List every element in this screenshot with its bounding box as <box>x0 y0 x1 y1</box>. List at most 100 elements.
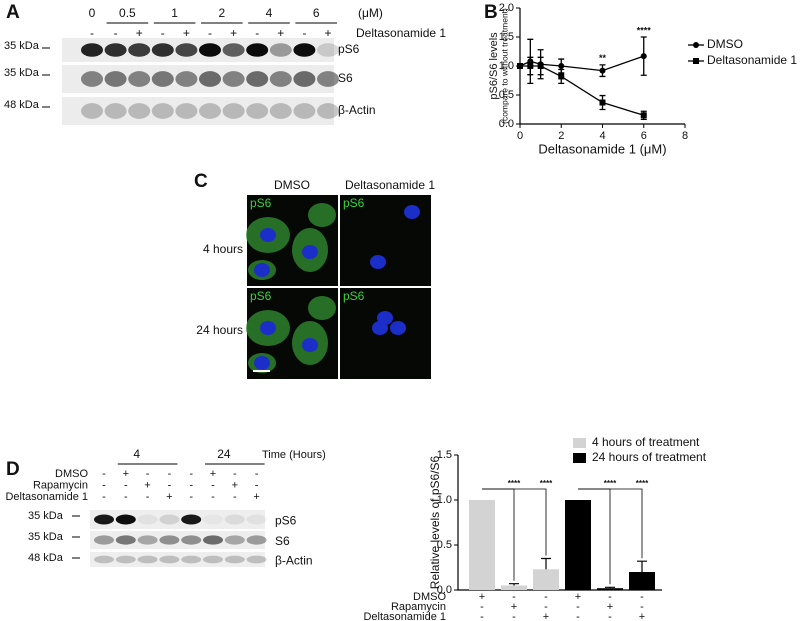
nucleus <box>260 228 276 242</box>
y-axis-label: pS6/S6 levels <box>488 32 500 100</box>
blot-band <box>293 71 316 87</box>
treatment-label: Deltasonamide 1 <box>363 611 446 621</box>
nucleus <box>370 255 386 269</box>
significance: **** <box>636 479 649 488</box>
nucleus <box>260 321 276 335</box>
sign: - <box>189 491 193 503</box>
blot-band <box>224 514 245 525</box>
treatment-label: Deltasonamide 1 <box>356 26 446 40</box>
sign: - <box>189 468 193 480</box>
blot-band <box>104 71 127 87</box>
panel-label: C <box>194 171 208 192</box>
x-axis-label: Deltasonamide 1 (μM) <box>538 141 666 156</box>
sign: + <box>183 26 190 40</box>
blot-band <box>246 43 269 57</box>
blot-row-label: pS6 <box>275 514 297 528</box>
blot-band <box>115 535 136 545</box>
sign: + <box>607 601 613 613</box>
kda-marker: 35 kDa <box>28 510 64 522</box>
legend-label: 24 hours of treatment <box>592 450 707 464</box>
kda-marker: 48 kDa <box>4 99 40 111</box>
blot-band <box>151 71 174 87</box>
blot-band <box>81 103 103 119</box>
blot-band <box>222 43 245 57</box>
x-tick-label: 6 <box>641 130 647 142</box>
x-tick-label: 2 <box>558 130 564 142</box>
blot-band <box>128 43 151 57</box>
time-axis-label: Time (Hours) <box>262 449 326 461</box>
blot-row-label: pS6 <box>338 42 360 56</box>
sign: - <box>544 601 548 613</box>
legend-swatch <box>573 453 586 463</box>
sign: + <box>230 26 237 40</box>
blot-band <box>181 555 202 564</box>
bar <box>565 500 591 590</box>
sign: - <box>608 591 612 603</box>
bar <box>469 500 495 590</box>
error-bar <box>541 557 551 570</box>
micrograph <box>340 288 431 379</box>
sign: - <box>576 611 580 621</box>
blot-band <box>137 555 158 564</box>
sign: + <box>136 26 143 40</box>
blot-band <box>115 555 136 564</box>
sign: - <box>90 26 94 40</box>
nucleus <box>302 245 318 259</box>
significance-bracket <box>578 488 643 559</box>
blot-band <box>246 535 267 545</box>
blot-row-label: S6 <box>275 534 290 548</box>
sign: + <box>639 611 645 621</box>
blot-band <box>137 514 158 525</box>
sign: + <box>575 591 581 603</box>
x-tick-label: 0 <box>517 130 523 142</box>
sign: + <box>511 601 517 613</box>
time-label: 24 <box>217 447 231 461</box>
blot-row-label: S6 <box>338 71 353 85</box>
sign: + <box>123 468 129 480</box>
panel-label: B <box>484 2 498 23</box>
point <box>640 53 647 60</box>
stain-label: pS6 <box>250 289 272 303</box>
y-tick-label: 1.0 <box>499 60 514 72</box>
y-tick-label: 1.0 <box>437 494 452 506</box>
blot-band <box>246 71 269 87</box>
sign: - <box>124 479 128 491</box>
sign: - <box>208 26 212 40</box>
nucleus <box>372 321 388 335</box>
point <box>640 112 647 119</box>
sign: - <box>480 611 484 621</box>
sign: - <box>168 479 172 491</box>
sign: - <box>211 479 215 491</box>
sign: - <box>640 591 644 603</box>
y-tick-label: 2.0 <box>499 2 514 14</box>
blot-band <box>317 103 339 119</box>
x-tick-label: 4 <box>599 130 605 142</box>
blot-band <box>175 103 198 119</box>
kda-marker: 48 kDa <box>28 552 64 564</box>
concentration-label: 6 <box>313 6 320 20</box>
significance: **** <box>637 25 652 35</box>
blot-band <box>181 514 202 525</box>
concentration-label: 0.5 <box>119 6 136 20</box>
treatment-label: Rapamycin <box>391 601 446 613</box>
sign: + <box>479 591 485 603</box>
blot-band <box>81 43 103 57</box>
unit-label: (μM) <box>358 6 383 20</box>
treatment-label: DMSO <box>55 468 88 480</box>
blot-band <box>175 43 198 57</box>
y-tick-label: 0.5 <box>499 89 514 101</box>
point <box>537 63 544 69</box>
significance-bracket <box>482 488 547 556</box>
nucleus <box>302 338 318 352</box>
sign: - <box>576 601 580 613</box>
sign: - <box>608 611 612 621</box>
blot-row-label: β-Actin <box>338 103 376 117</box>
blot-band <box>128 103 151 119</box>
blot-band <box>128 71 151 87</box>
sign: + <box>543 611 549 621</box>
y-axis-label: Relative levels of pS6/S6 <box>428 455 442 589</box>
legend-label: DMSO <box>707 37 743 51</box>
concentration-label: 1 <box>171 6 178 20</box>
sign: - <box>255 468 259 480</box>
sign: - <box>102 479 106 491</box>
